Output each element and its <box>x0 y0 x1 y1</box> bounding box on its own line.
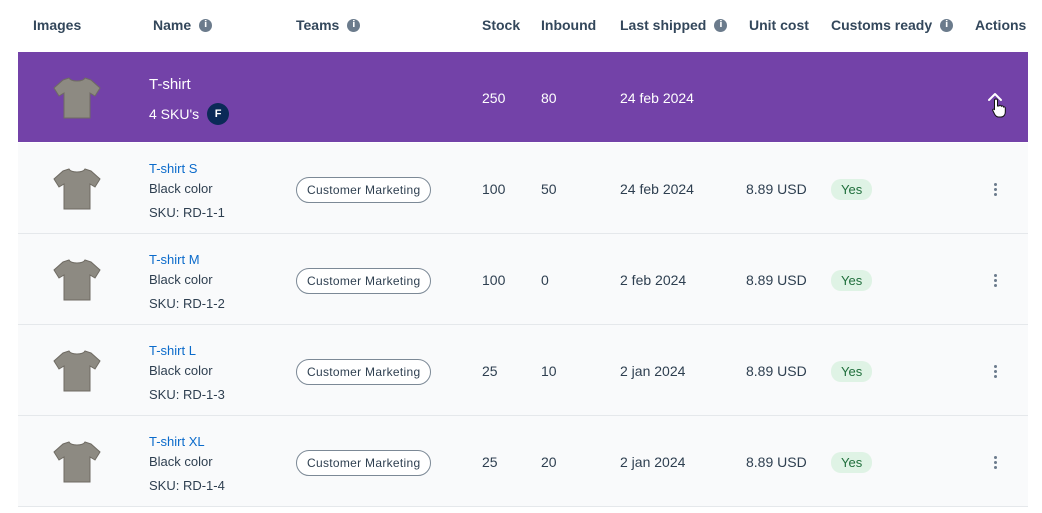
more-actions-icon[interactable] <box>990 179 1000 199</box>
sku-code: SKU: RD-1-1 <box>149 205 225 220</box>
tshirt-image <box>52 436 102 486</box>
sku-count: 4 SKU's F <box>149 103 230 125</box>
info-icon[interactable]: i <box>199 18 213 32</box>
column-header-unit-cost[interactable]: Unit cost <box>749 17 809 33</box>
column-header-label: Actions <box>975 17 1027 33</box>
sku-color: Black color <box>149 363 213 378</box>
customs-ready-badge: Yes <box>831 452 873 473</box>
sku-code: SKU: RD-1-4 <box>149 478 225 493</box>
customs-ready-badge: Yes <box>831 270 873 291</box>
column-header-inbound[interactable]: Inbound <box>541 17 596 33</box>
inbound-value: 10 <box>541 363 557 379</box>
unit-cost-value: 8.89 USD <box>746 272 807 288</box>
more-actions-icon[interactable] <box>990 270 1000 290</box>
tshirt-image <box>52 163 102 213</box>
stock-value: 100 <box>482 272 506 288</box>
info-icon[interactable]: i <box>714 18 728 32</box>
hand-cursor-icon <box>992 98 1006 118</box>
column-header-label: Customs ready <box>831 17 933 33</box>
team-tag[interactable]: Customer Marketing <box>296 450 432 476</box>
more-actions-icon[interactable] <box>990 452 1000 472</box>
column-header-teams[interactable]: Teams i <box>296 17 361 33</box>
inbound-value: 80 <box>541 90 557 106</box>
stock-value: 100 <box>482 181 506 197</box>
stock-value: 25 <box>482 454 498 470</box>
column-header-label: Stock <box>482 17 521 33</box>
table-row[interactable]: T-shirt XL Black color SKU: RD-1-4 Custo… <box>18 416 1028 507</box>
sku-color: Black color <box>149 454 213 469</box>
sku-code: SKU: RD-1-3 <box>149 387 225 402</box>
stock-value: 250 <box>482 90 506 106</box>
tshirt-image <box>52 72 102 122</box>
column-header-images[interactable]: Images <box>33 17 81 33</box>
column-header-label: Unit cost <box>749 17 809 33</box>
column-header-name[interactable]: Name i <box>153 17 213 33</box>
last-shipped-value: 24 feb 2024 <box>620 90 694 106</box>
table-row[interactable]: T-shirt L Black color SKU: RD-1-3 Custom… <box>18 325 1028 416</box>
table-header: Images Name i Teams i Stock Inbound Last s… <box>0 0 1042 52</box>
column-header-label: Name <box>153 17 192 33</box>
chevron-up-icon[interactable] <box>986 90 1004 102</box>
tshirt-image <box>52 254 102 304</box>
info-icon[interactable]: i <box>347 18 361 32</box>
column-header-label: Last shipped <box>620 17 707 33</box>
unit-cost-value: 8.89 USD <box>746 363 807 379</box>
owner-avatar[interactable]: F <box>207 103 230 125</box>
column-header-label: Inbound <box>541 17 597 33</box>
column-header-stock[interactable]: Stock <box>482 17 520 33</box>
table-row[interactable]: T-shirt M Black color SKU: RD-1-2 Custom… <box>18 234 1028 325</box>
more-actions-icon[interactable] <box>990 361 1000 381</box>
customs-ready-badge: Yes <box>831 179 873 200</box>
sku-color: Black color <box>149 181 213 196</box>
sku-name-link[interactable]: T-shirt XL <box>149 434 205 449</box>
stock-value: 25 <box>482 363 498 379</box>
tshirt-image <box>52 345 102 395</box>
column-header-customs-ready[interactable]: Customs ready i <box>831 17 954 33</box>
team-tag[interactable]: Customer Marketing <box>296 177 432 203</box>
team-tag[interactable]: Customer Marketing <box>296 359 432 385</box>
unit-cost-value: 8.89 USD <box>746 454 807 470</box>
last-shipped-value: 2 jan 2024 <box>620 363 686 379</box>
sku-code: SKU: RD-1-2 <box>149 296 225 311</box>
column-header-label: Teams <box>296 17 340 33</box>
customs-ready-badge: Yes <box>831 361 873 382</box>
last-shipped-value: 2 feb 2024 <box>620 272 687 288</box>
column-header-actions: Actions <box>975 17 1026 33</box>
product-name: T-shirt <box>149 76 191 93</box>
info-icon[interactable]: i <box>940 18 954 32</box>
sku-count-label: 4 SKU's <box>149 106 200 122</box>
last-shipped-value: 2 jan 2024 <box>620 454 686 470</box>
sku-color: Black color <box>149 272 213 287</box>
sku-name-link[interactable]: T-shirt S <box>149 161 198 176</box>
inbound-value: 0 <box>541 272 549 288</box>
column-header-label: Images <box>33 17 82 33</box>
unit-cost-value: 8.89 USD <box>746 181 807 197</box>
last-shipped-value: 24 feb 2024 <box>620 181 694 197</box>
sku-name-link[interactable]: T-shirt M <box>149 252 200 267</box>
table-row-parent[interactable]: T-shirt 4 SKU's F 250 80 24 feb 2024 <box>18 52 1028 142</box>
table-row[interactable]: T-shirt S Black color SKU: RD-1-1 Custom… <box>18 143 1028 234</box>
column-header-last-shipped[interactable]: Last shipped i <box>620 17 728 33</box>
inbound-value: 50 <box>541 181 557 197</box>
team-tag[interactable]: Customer Marketing <box>296 268 432 294</box>
sku-name-link[interactable]: T-shirt L <box>149 343 196 358</box>
inbound-value: 20 <box>541 454 557 470</box>
